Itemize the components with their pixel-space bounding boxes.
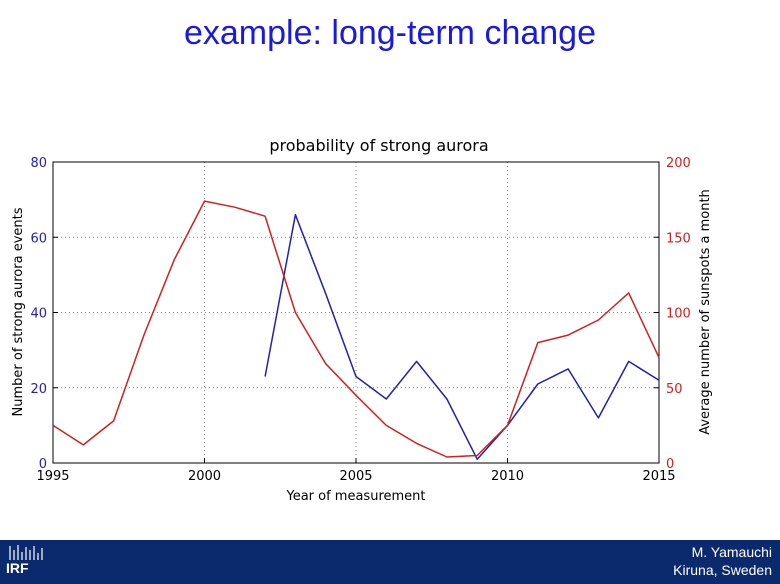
x-tick-label: 2000	[188, 469, 221, 484]
y-tick-label-left: 0	[39, 457, 47, 472]
y-tick-label-left: 60	[30, 231, 47, 246]
x-tick-label: 2010	[491, 469, 524, 484]
y-axis-label-right: Average number of sunspots a month	[698, 189, 713, 435]
y-tick-label-right: 100	[666, 307, 691, 322]
author-block: M. Yamauchi Kiruna, Sweden	[673, 543, 772, 579]
x-axis-label: Year of measurement	[285, 489, 425, 504]
x-tick-label: 2005	[339, 469, 372, 484]
aurora-series-line	[264, 213, 660, 460]
chart: 1995 2000 2005 2010 201502040608005010015020…	[11, 136, 713, 504]
chart-grid	[53, 162, 659, 463]
y-axis-label-left: Number of strong aurora events	[11, 207, 26, 416]
y-tick-label-left: 40	[30, 307, 47, 322]
chart-title: probability of strong aurora	[269, 136, 488, 155]
irf-logo-icon	[9, 545, 43, 560]
x-tick-label: 2015	[642, 469, 675, 484]
y-tick-label-right: 200	[666, 156, 691, 171]
footer-bar: IRF M. Yamauchi Kiruna, Sweden	[0, 540, 780, 584]
y-tick-label-left: 20	[30, 382, 47, 397]
y-tick-label-right: 0	[666, 457, 674, 472]
chart-series	[52, 200, 660, 460]
author-name: M. Yamauchi	[691, 544, 772, 560]
chart-ticks: 1995 2000 2005 2010 201502040608005010015020…	[30, 156, 690, 484]
plot-frame	[52, 161, 660, 464]
slide-title: example: long-term change	[183, 14, 596, 52]
author-location: Kiruna, Sweden	[673, 562, 772, 578]
x-tick-label: 1995	[36, 469, 69, 484]
y-tick-label-left: 80	[30, 156, 47, 171]
y-tick-label-right: 150	[666, 231, 691, 246]
y-tick-label-right: 50	[666, 382, 683, 397]
logo-text: IRF	[6, 560, 29, 576]
sunspot-series-line	[52, 200, 660, 458]
